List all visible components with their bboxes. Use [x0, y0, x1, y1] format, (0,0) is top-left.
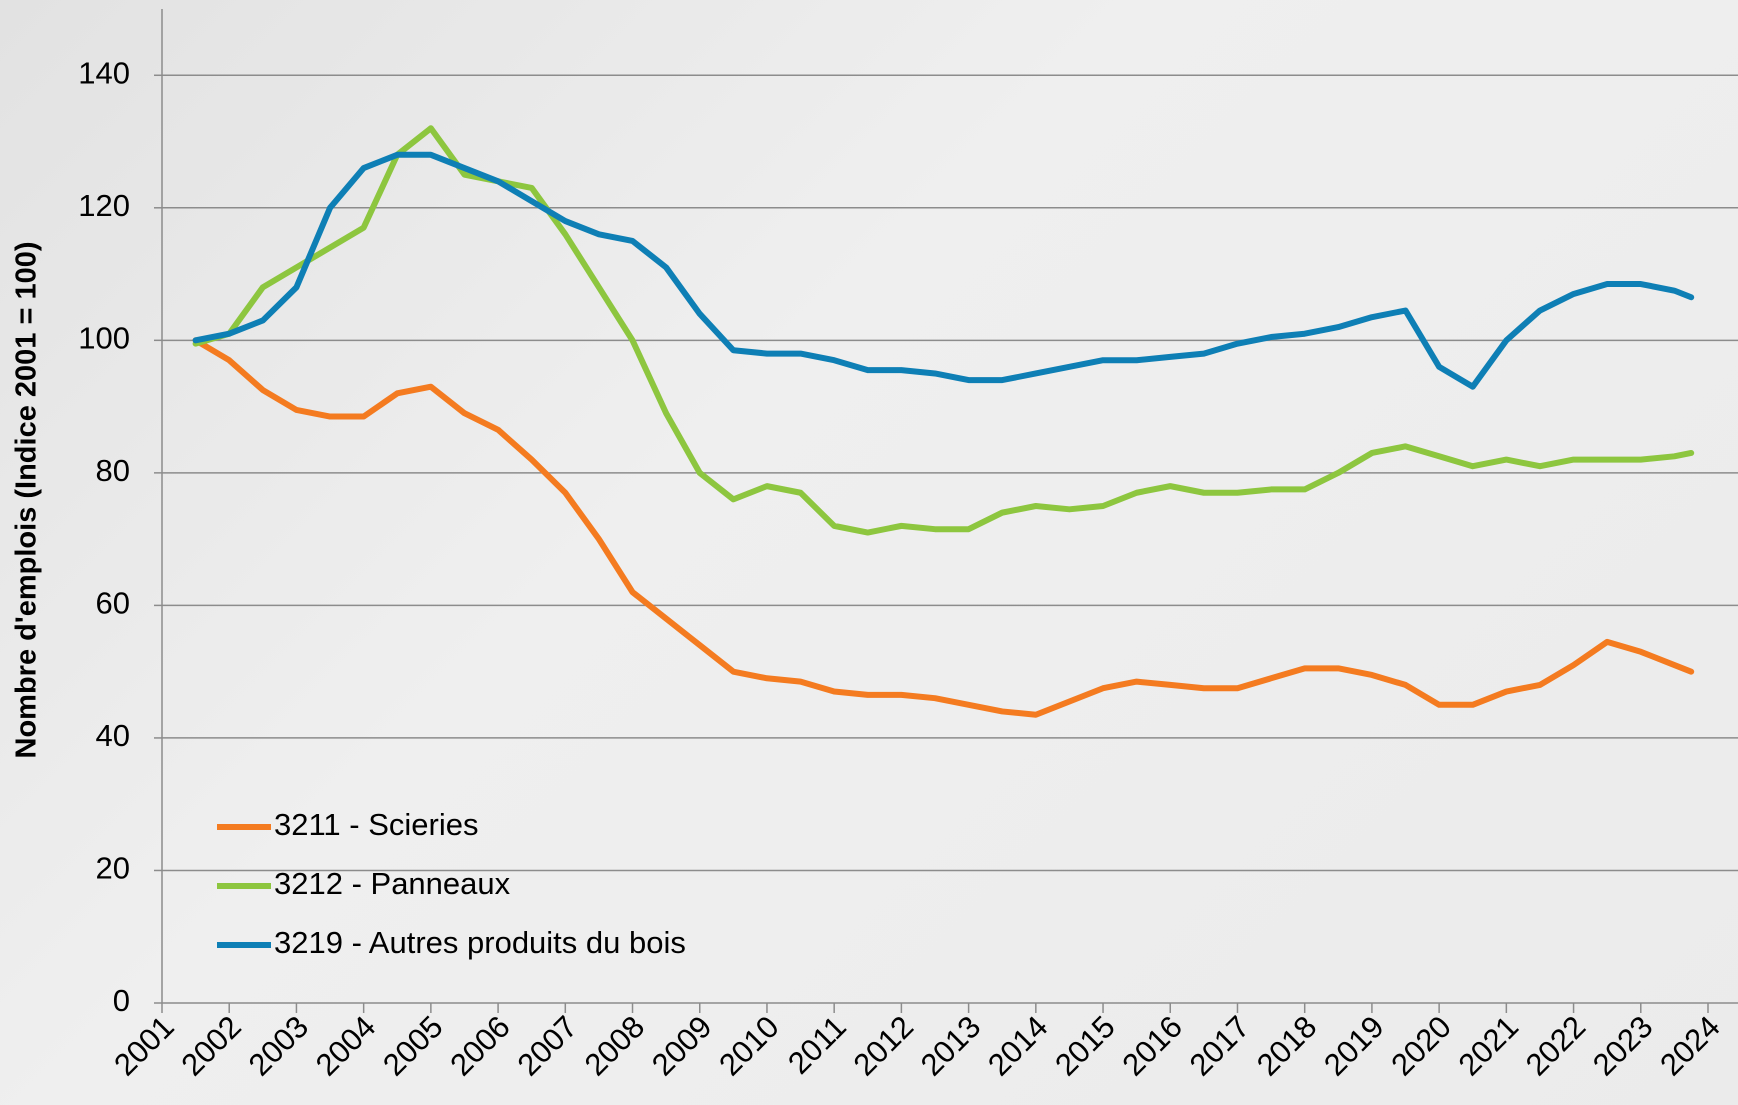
x-tick-label: 2023	[1586, 1009, 1660, 1083]
x-tick-label: 2005	[376, 1009, 450, 1083]
y-tick-label: 140	[78, 55, 130, 90]
y-tick-label: 40	[96, 718, 130, 753]
x-tick-label: 2020	[1384, 1009, 1458, 1083]
x-tick-label: 2022	[1519, 1009, 1593, 1083]
series-line	[192, 125, 1695, 536]
x-tick-label: 2012	[847, 1009, 921, 1083]
y-tick-label: 0	[113, 983, 130, 1018]
x-tick-label: 2008	[578, 1009, 652, 1083]
x-tick-label: 2009	[645, 1009, 719, 1083]
y-tick-label: 60	[96, 586, 130, 621]
x-tick-label: 2017	[1183, 1009, 1257, 1083]
x-tick-label: 2007	[511, 1009, 585, 1083]
y-tick-label: 80	[96, 453, 130, 488]
y-tick-label: 100	[78, 321, 130, 356]
legend-label: 3219 - Autres produits du bois	[274, 925, 686, 960]
y-axis-title: Nombre d'emplois (Indice 2001 = 100)	[11, 241, 43, 758]
series-line	[192, 151, 1695, 390]
legend-label: 3211 - Scieries	[274, 807, 478, 842]
series-line	[192, 337, 1695, 718]
x-tick-label: 2015	[1048, 1009, 1122, 1083]
x-tick-label: 2016	[1115, 1009, 1189, 1083]
x-tick-label: 2001	[107, 1009, 181, 1083]
x-tick-label: 2019	[1317, 1009, 1391, 1083]
y-tick-label: 20	[96, 851, 130, 886]
x-tick-label: 2006	[443, 1009, 517, 1083]
x-tick-label: 2002	[174, 1009, 248, 1083]
x-tick-label: 2010	[712, 1009, 786, 1083]
x-tick-label: 2014	[981, 1009, 1055, 1083]
x-tick-label: 2004	[309, 1009, 383, 1083]
x-tick-label: 2018	[1250, 1009, 1324, 1083]
x-tick-label: 2011	[781, 1009, 853, 1081]
x-tick-label: 2024	[1653, 1009, 1727, 1083]
legend-label: 3212 - Panneaux	[274, 866, 511, 901]
y-tick-label: 120	[78, 188, 130, 223]
x-tick-label: 2003	[242, 1009, 316, 1083]
x-tick-label: 2013	[914, 1009, 988, 1083]
x-tick-label: 2021	[1452, 1009, 1526, 1083]
